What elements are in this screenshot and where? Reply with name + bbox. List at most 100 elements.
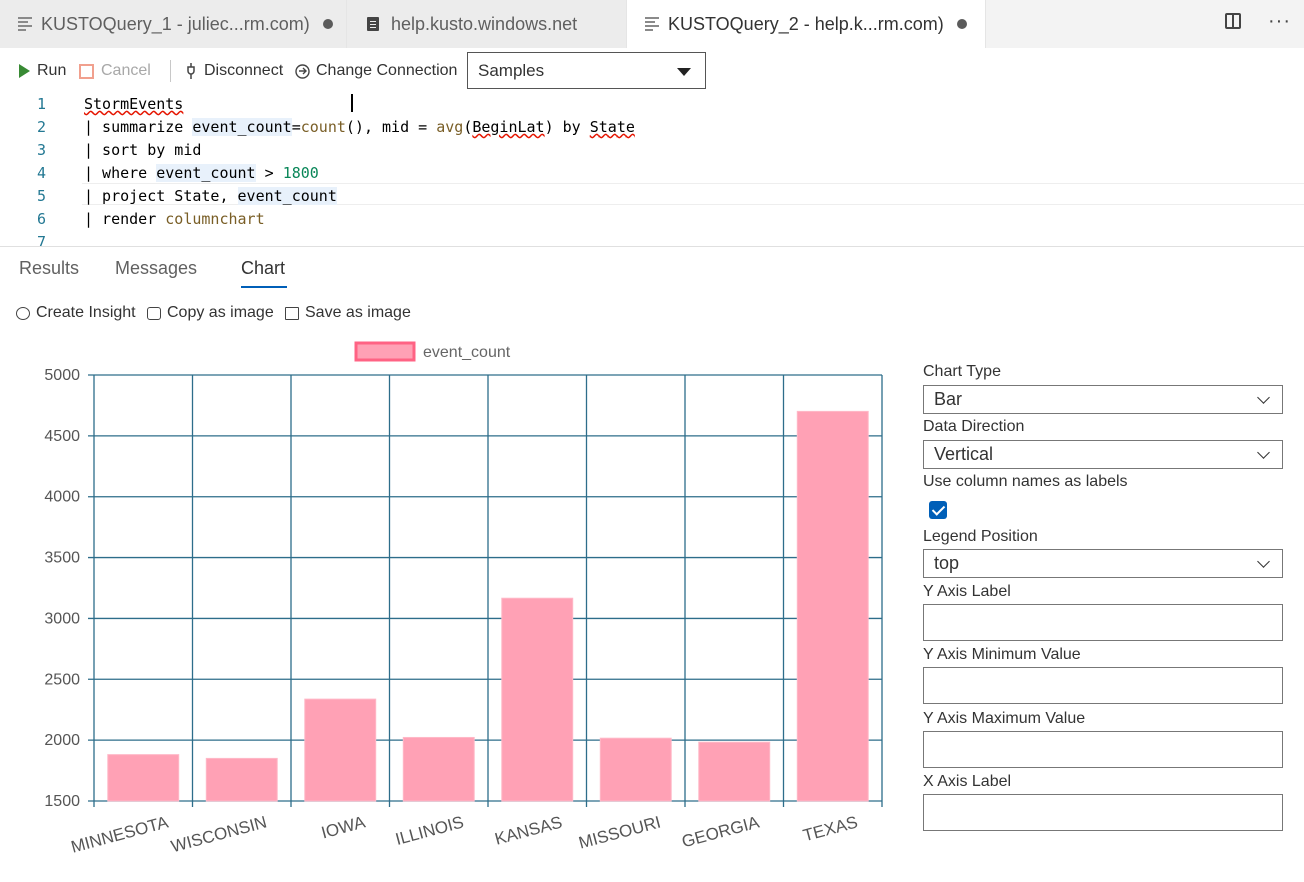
active-tab-indicator: [241, 286, 287, 288]
tab-kustoquery-2[interactable]: KUSTOQuery_2 - help.k...rm.com): [627, 0, 986, 48]
x-tick-label: IOWA: [319, 812, 368, 842]
tab-kustoquery-1[interactable]: KUSTOQuery_1 - juliec...rm.com): [0, 0, 347, 48]
x-tick-label: TEXAS: [801, 813, 860, 846]
chevron-down-icon: [1257, 555, 1270, 568]
line-number: 5: [36, 187, 46, 205]
unsaved-dot-icon[interactable]: [322, 19, 333, 29]
query-file-icon: [18, 17, 32, 31]
save-image-icon: [285, 306, 299, 320]
y-tick-label: 3500: [44, 550, 80, 567]
y-axis-label-input[interactable]: [923, 604, 1283, 641]
chart-type-select[interactable]: Bar: [923, 385, 1283, 414]
column-chart: event_count 5000 4500 4000 3500 3000 2500 2000 1…: [44, 341, 883, 857]
y-tick-label: 4500: [44, 428, 80, 445]
insight-gauge-icon: [16, 306, 30, 320]
y-max-input[interactable]: [923, 731, 1283, 768]
x-tick-label: KANSAS: [493, 813, 565, 849]
tab-label: help.kusto.windows.net: [391, 13, 578, 34]
copy-as-image-button[interactable]: Copy as image: [147, 304, 274, 322]
tab-help-kusto[interactable]: help.kusto.windows.net: [347, 0, 627, 48]
create-insight-label: Create Insight: [36, 304, 136, 321]
editor-tab-bar: KUSTOQuery_1 - juliec...rm.com) help.kus…: [0, 0, 1304, 48]
bar-kansas: [501, 597, 574, 802]
code-line[interactable]: | where event_count > 1800: [84, 164, 319, 182]
code-line[interactable]: | render columnchart: [84, 210, 265, 228]
cancel-button[interactable]: Cancel: [79, 60, 151, 82]
x-axis-label-input[interactable]: [923, 794, 1283, 831]
bar-georgia: [698, 741, 771, 802]
stop-icon: [79, 63, 94, 79]
copy-as-image-label: Copy as image: [167, 304, 274, 321]
code-line[interactable]: | project State, event_count: [84, 187, 337, 205]
current-line-highlight: [82, 183, 1304, 205]
legend-position-select[interactable]: top: [923, 549, 1283, 578]
line-number: 2: [36, 118, 46, 136]
line-number: 4: [36, 164, 46, 182]
column-names-checkbox[interactable]: [929, 501, 947, 519]
x-tick-label: WISCONSIN: [169, 813, 269, 857]
code-line[interactable]: StormEvents: [84, 95, 184, 113]
tab-chart[interactable]: Chart: [241, 258, 286, 278]
image-icon: [147, 306, 161, 320]
line-number: 7: [36, 233, 46, 246]
y-axis-label-label: Y Axis Label: [923, 583, 1011, 600]
bar-wisconsin: [205, 757, 278, 802]
query-file-icon: [645, 17, 659, 31]
unsaved-dot-icon[interactable]: [956, 19, 967, 29]
bar-texas: [796, 410, 869, 802]
chart-type-value: Bar: [934, 389, 963, 409]
tab-label: KUSTOQuery_2 - help.k...rm.com): [668, 13, 944, 34]
more-actions-icon[interactable]: ···: [1268, 10, 1291, 32]
data-direction-select[interactable]: Vertical: [923, 440, 1283, 469]
database-value: Samples: [478, 60, 545, 80]
save-as-image-label: Save as image: [305, 304, 411, 321]
y-tick-label: 5000: [44, 367, 80, 384]
document-icon: [367, 17, 379, 31]
caret-down-icon: [677, 68, 691, 76]
column-names-label: Use column names as labels: [923, 473, 1128, 490]
bar-missouri: [599, 737, 672, 802]
bar-iowa: [304, 698, 377, 802]
y-tick-label: 1500: [44, 793, 80, 810]
line-number: 3: [36, 141, 46, 159]
editor-divider: [0, 246, 1304, 247]
split-editor-icon[interactable]: [1225, 13, 1241, 29]
y-tick-label: 4000: [44, 489, 80, 506]
bar-minnesota: [107, 754, 180, 802]
x-tick-label: MINNESOTA: [69, 812, 171, 856]
tab-messages[interactable]: Messages: [115, 258, 198, 278]
play-icon: [19, 64, 30, 78]
run-button[interactable]: Run: [19, 60, 66, 82]
text-caret: [351, 94, 353, 112]
chevron-down-icon: [1257, 391, 1270, 404]
toolbar-separator: [170, 60, 171, 82]
line-number: 6: [36, 210, 46, 228]
x-tick-label: ILLINOIS: [393, 813, 465, 849]
query-editor[interactable]: 1 2 3 4 5 6 7 StormEvents | summarize ev…: [0, 92, 1304, 246]
tab-label: KUSTOQuery_1 - juliec...rm.com): [41, 13, 310, 34]
change-connection-label: Change Connection: [316, 62, 458, 79]
create-insight-button[interactable]: Create Insight: [16, 304, 136, 322]
tab-results[interactable]: Results: [19, 258, 80, 278]
change-connection-button[interactable]: Change Connection: [294, 60, 457, 82]
database-select[interactable]: Samples: [467, 52, 706, 89]
line-number: 1: [36, 95, 46, 113]
disconnect-icon: [187, 63, 195, 79]
y-min-input[interactable]: [923, 667, 1283, 704]
y-tick-label: 2000: [44, 732, 80, 749]
y-tick-label: 3000: [44, 610, 80, 627]
cancel-label: Cancel: [101, 62, 151, 79]
bar-illinois: [402, 736, 475, 802]
legend-position-value: top: [934, 553, 960, 573]
legend-label: event_count: [423, 344, 511, 361]
data-direction-value: Vertical: [934, 444, 994, 464]
code-line[interactable]: | sort by mid: [84, 141, 202, 159]
code-line[interactable]: | summarize event_count=count(), mid = a…: [84, 118, 635, 136]
data-direction-label: Data Direction: [923, 418, 1025, 435]
disconnect-label: Disconnect: [204, 62, 284, 79]
change-connection-icon: [295, 63, 310, 79]
x-tick-label: GEORGIA: [680, 812, 762, 851]
disconnect-button[interactable]: Disconnect: [185, 60, 283, 82]
save-as-image-button[interactable]: Save as image: [285, 304, 411, 322]
legend-position-label: Legend Position: [923, 528, 1038, 545]
